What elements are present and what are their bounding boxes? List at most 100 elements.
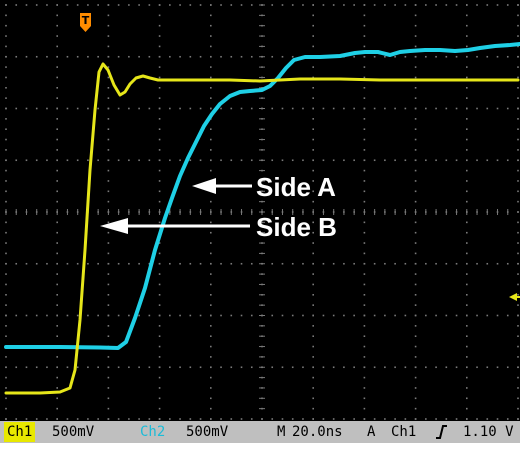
grid-dot (312, 76, 314, 79)
grid-dot (466, 66, 468, 68)
grid-dot (107, 180, 110, 182)
grid-dot (107, 4, 110, 6)
grid-dot (517, 149, 519, 151)
grid-dot (117, 418, 120, 420)
grid-dot (332, 4, 335, 6)
grid-dot (486, 4, 489, 6)
grid-dot (363, 87, 366, 89)
grid-dot (117, 55, 120, 58)
grid-dot (5, 24, 7, 27)
grid-dot (312, 356, 314, 358)
grid-dot (486, 159, 489, 162)
grid-dot (220, 4, 222, 6)
grid-dot (343, 159, 345, 162)
grid-dot (230, 159, 233, 162)
grid-dot (332, 418, 335, 420)
grid-dot (5, 283, 7, 286)
grid-dot (506, 314, 509, 317)
grid-dot (312, 366, 314, 369)
grid-dot (414, 294, 417, 296)
grid-dot (517, 325, 519, 327)
grid-dot (517, 200, 519, 203)
grid-dot (138, 4, 140, 6)
grid-dot (210, 356, 212, 358)
grid-dot (363, 231, 366, 234)
grid-dot (363, 397, 366, 400)
grid-dot (158, 45, 161, 48)
grid-dot (517, 262, 519, 265)
grid-dot (210, 169, 212, 172)
grid-dot (56, 55, 58, 58)
grid-dot (384, 366, 386, 369)
grid-dot (15, 418, 18, 420)
grid-dot (5, 418, 7, 420)
grid-dot (322, 159, 325, 162)
grid-dot (414, 4, 417, 6)
grid-dot (302, 418, 304, 420)
grid-dot (189, 4, 192, 6)
grid-dot (312, 407, 314, 410)
grid-dot (25, 55, 28, 58)
grid-dot (158, 252, 161, 255)
grid-dot (414, 231, 417, 234)
trigger-position-marker: T (80, 13, 91, 32)
grid-dot (476, 314, 478, 317)
grid-dot (117, 262, 120, 265)
grid-dot (56, 418, 58, 420)
grid-dot (56, 366, 58, 369)
grid-dot (517, 45, 519, 48)
grid-dot (476, 418, 478, 420)
grid-dot (56, 325, 58, 327)
grid-dot (169, 55, 171, 58)
grid-dot (414, 314, 417, 317)
grid-dot (445, 418, 448, 420)
grid-dot (158, 180, 161, 182)
grid-dot (517, 118, 519, 120)
grid-dot (107, 128, 110, 130)
grid-dot (158, 376, 161, 379)
ch1-scale: 500mV (52, 424, 95, 440)
grid-dot (322, 366, 325, 369)
grid-dot (46, 314, 48, 317)
grid-dot (404, 55, 407, 58)
grid-dot (5, 128, 7, 130)
timebase-value[interactable]: 20.0ns (292, 424, 343, 440)
grid-dot (210, 262, 212, 265)
grid-dot (312, 304, 314, 306)
grid-dot (414, 35, 417, 37)
grid-dot (56, 138, 58, 141)
trigger-source[interactable]: Ch1 (391, 424, 417, 440)
grid-dot (363, 76, 366, 79)
grid-dot (87, 55, 89, 58)
grid-dot (179, 4, 181, 6)
grid-dot (312, 294, 314, 296)
grid-dot (189, 418, 192, 420)
grid-dot (455, 314, 458, 317)
grid-dot (435, 55, 437, 58)
grid-dot (107, 387, 110, 389)
trigger-level[interactable]: 1.10 V (463, 424, 514, 440)
grid-dot (353, 159, 355, 162)
grid-dot (138, 159, 140, 162)
grid-dot (302, 107, 304, 110)
grid-dot (210, 55, 212, 58)
ch2-badge[interactable]: Ch2 (140, 424, 166, 440)
grid-dot (363, 314, 366, 317)
grid-dot (230, 418, 233, 420)
grid-dot (414, 252, 417, 255)
grid-dot (496, 418, 499, 420)
ch1-badge[interactable]: Ch1 (4, 422, 36, 442)
grid-dot (506, 262, 509, 265)
grid-dot (138, 366, 140, 369)
grid-dot (414, 366, 417, 369)
grid-dot (414, 325, 417, 327)
grid-dot (210, 87, 212, 89)
grid-dot (128, 55, 130, 58)
grid-dot (466, 294, 468, 296)
grid-dot (506, 159, 509, 162)
grid-dot (363, 325, 366, 327)
grid-dot (343, 418, 345, 420)
grid-dot (15, 4, 18, 6)
grid-dot (56, 169, 58, 172)
